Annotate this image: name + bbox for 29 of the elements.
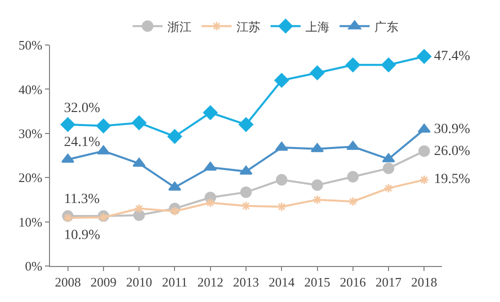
y-tick-label: 10% bbox=[18, 214, 43, 230]
x-tick-label: 2012 bbox=[197, 274, 224, 290]
x-tick-label: 2018 bbox=[411, 274, 438, 290]
y-tick-label: 20% bbox=[18, 170, 43, 186]
annotation: 24.1% bbox=[64, 135, 100, 150]
x-tick-label: 2011 bbox=[162, 274, 188, 290]
y-tick-label: 40% bbox=[18, 82, 43, 97]
legend-label: 江苏 bbox=[236, 20, 261, 34]
x-tick-label: 2009 bbox=[90, 274, 116, 290]
legend-label: 广东 bbox=[374, 20, 399, 34]
legend-label: 上海 bbox=[306, 20, 330, 34]
annotation: 19.5% bbox=[434, 172, 470, 187]
annotation: 30.9% bbox=[434, 122, 470, 137]
legend-label: 浙江 bbox=[168, 20, 192, 34]
annotation: 11.3% bbox=[64, 192, 100, 207]
annotation: 10.9% bbox=[64, 228, 100, 243]
x-tick-label: 2017 bbox=[376, 274, 402, 290]
annotation: 32.0% bbox=[64, 101, 100, 116]
annotation: 47.4% bbox=[434, 49, 470, 64]
x-tick-label: 2015 bbox=[304, 274, 330, 290]
x-tick-label: 2010 bbox=[126, 274, 152, 290]
annotation: 26.0% bbox=[434, 144, 470, 159]
y-tick-label: 50% bbox=[18, 38, 43, 53]
x-tick-label: 2008 bbox=[54, 274, 81, 290]
x-tick-label: 2013 bbox=[233, 274, 259, 290]
y-tick-label: 30% bbox=[18, 126, 43, 141]
y-tick-label: 0% bbox=[25, 258, 43, 274]
x-tick-label: 2016 bbox=[340, 274, 366, 290]
x-tick-label: 2014 bbox=[268, 274, 296, 290]
